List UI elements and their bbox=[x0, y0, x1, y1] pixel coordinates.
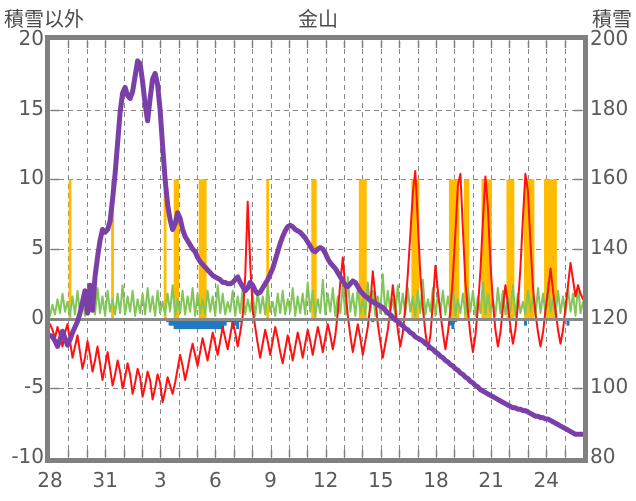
precipitation-bar bbox=[413, 179, 417, 319]
snow-depth-bar bbox=[213, 318, 217, 330]
precipitation-bar bbox=[176, 179, 180, 319]
precipitation-bar bbox=[201, 179, 205, 319]
precipitation-bar bbox=[451, 179, 455, 319]
y-axis-tick-left: 20 bbox=[18, 26, 44, 50]
y-axis-tick-right: 80 bbox=[590, 444, 616, 468]
y-axis-tick-left: 10 bbox=[18, 165, 44, 190]
snow-depth-bar bbox=[208, 318, 212, 330]
precipitation-bar bbox=[531, 179, 535, 319]
snow-depth-bar bbox=[183, 318, 187, 330]
precipitation-bar bbox=[526, 179, 530, 319]
y-axis-tick-left: -5 bbox=[24, 374, 44, 399]
y-axis-tick-left: 0 bbox=[31, 304, 44, 329]
snow-depth-bar bbox=[206, 318, 210, 330]
precipitation-bar bbox=[448, 179, 452, 319]
y-axis-tick-left: 15 bbox=[18, 95, 44, 120]
precipitation-bar bbox=[466, 179, 470, 319]
snow-depth-bar bbox=[216, 318, 220, 330]
precipitation-bar bbox=[554, 179, 557, 319]
wind-line bbox=[49, 170, 584, 404]
precipitation-bar bbox=[198, 179, 202, 319]
precipitation-bar bbox=[463, 179, 467, 319]
x-axis-tick: 18 bbox=[423, 468, 449, 492]
x-axis-tick: 6 bbox=[209, 468, 222, 492]
snow-depth-bar bbox=[523, 318, 527, 326]
precipitation-bar bbox=[486, 179, 490, 319]
precipitation-bar bbox=[508, 179, 512, 319]
precipitation-bar bbox=[361, 179, 365, 319]
snow-depth-bar bbox=[448, 318, 452, 326]
precipitation-bar bbox=[524, 179, 527, 319]
x-axis-tick: 15 bbox=[368, 468, 394, 492]
precipitation-bar bbox=[456, 179, 460, 319]
snow-depth-bar bbox=[223, 318, 227, 326]
y-axis-tick-left: 5 bbox=[31, 235, 44, 259]
snow-depth-bar bbox=[566, 318, 570, 326]
precipitation-bar bbox=[544, 179, 547, 319]
precipitation-bar bbox=[173, 179, 177, 319]
precipitation-bar bbox=[483, 179, 487, 319]
snow-depth-bar bbox=[191, 318, 195, 330]
snow-depth-bar bbox=[176, 318, 180, 330]
plot-border bbox=[45, 35, 588, 463]
left-axis-title: 積雪以外 bbox=[4, 7, 84, 31]
snow-depth-bar bbox=[168, 318, 172, 326]
snow-depth-bar bbox=[233, 318, 237, 326]
y-axis-tick-right: 160 bbox=[590, 165, 629, 190]
snow-depth-bar bbox=[186, 318, 190, 330]
precipitation-bar bbox=[163, 179, 167, 319]
precipitation-bar bbox=[549, 179, 552, 319]
precipitation-bar bbox=[411, 179, 415, 319]
snow-depth-bar bbox=[171, 318, 175, 326]
snow-depth-bar bbox=[198, 318, 202, 330]
precipitation-bar bbox=[551, 179, 555, 319]
y-axis-tick-left: -10 bbox=[11, 444, 44, 468]
precipitation-bar bbox=[203, 179, 207, 319]
precipitation-bar bbox=[416, 179, 420, 319]
snow-depth-bar bbox=[203, 318, 207, 330]
x-axis-tick: 9 bbox=[264, 468, 277, 492]
precipitation-bar bbox=[68, 179, 72, 319]
snow-depth-bar bbox=[221, 318, 225, 330]
snow-depth-bar bbox=[173, 318, 177, 330]
precipitation-bar bbox=[358, 179, 362, 319]
snow-depth-bar bbox=[451, 318, 455, 330]
y-axis-tick-right: 100 bbox=[590, 374, 629, 399]
snow-depth-bar bbox=[218, 318, 222, 330]
x-axis-tick: 21 bbox=[478, 468, 504, 492]
x-axis-tick: 3 bbox=[153, 468, 167, 492]
y-axis-tick-right: 140 bbox=[590, 235, 629, 259]
x-axis-tick: 12 bbox=[312, 468, 339, 492]
right-axis-title: 積雪 bbox=[592, 7, 632, 31]
snow-depth-bar bbox=[181, 318, 185, 330]
x-axis-tick: 31 bbox=[92, 468, 118, 492]
precipitation-bar bbox=[363, 179, 367, 319]
y-axis-tick-right: 200 bbox=[590, 26, 629, 50]
y-axis-tick-right: 120 bbox=[590, 304, 629, 329]
precipitation-bar bbox=[546, 179, 550, 319]
temperature-line bbox=[47, 58, 586, 437]
snow-depth-bar bbox=[188, 318, 192, 330]
snow-depth-bar bbox=[211, 318, 215, 330]
precipitation-bar bbox=[506, 179, 510, 319]
snow-depth-bar bbox=[236, 318, 240, 330]
snow-depth-bar bbox=[201, 318, 205, 330]
x-axis-tick: 24 bbox=[533, 468, 559, 492]
precipitation-bar bbox=[481, 179, 485, 319]
snow-depth-bar bbox=[196, 318, 200, 330]
y-axis-tick-right: 180 bbox=[590, 95, 629, 120]
x-axis-tick: 28 bbox=[37, 468, 63, 492]
precipitation-bar bbox=[511, 179, 515, 319]
page-title: 金山 bbox=[298, 7, 338, 31]
precipitation-bar bbox=[111, 179, 114, 319]
precipitation-bar bbox=[266, 179, 270, 319]
snow-depth-bar bbox=[178, 318, 182, 330]
snow-depth-bar bbox=[193, 318, 197, 330]
